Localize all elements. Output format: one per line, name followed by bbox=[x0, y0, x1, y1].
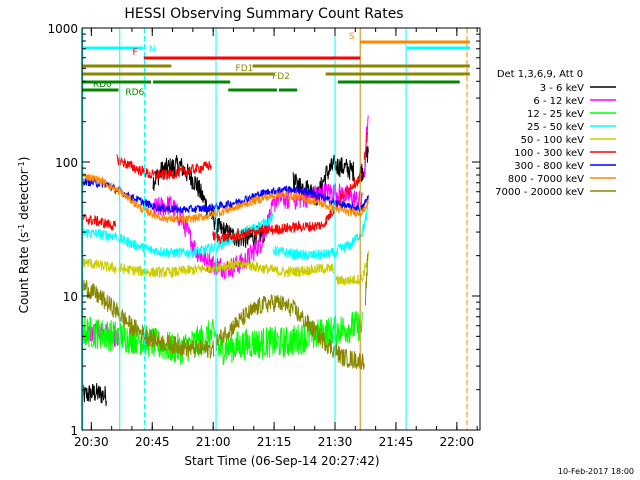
x-tick-label: 20:45 bbox=[135, 435, 170, 449]
x-axis-label: Start Time (06-Sep-14 20:27:42) bbox=[184, 454, 379, 468]
state-bar-label: F bbox=[133, 48, 138, 58]
state-bar-label: FD1 bbox=[236, 64, 254, 74]
series-line bbox=[118, 262, 216, 278]
series-line bbox=[81, 257, 117, 275]
series-line bbox=[81, 227, 117, 242]
legend-entry-label: 300 - 800 keV bbox=[514, 161, 584, 172]
series-50-100-kev bbox=[81, 250, 369, 286]
series-line bbox=[217, 328, 264, 366]
y-axis-label-part: ) bbox=[17, 157, 31, 162]
series-7000-20000-kev bbox=[81, 253, 369, 370]
y-tick-label: 10 bbox=[63, 290, 78, 304]
legend-entry-label: 12 - 25 keV bbox=[527, 109, 584, 120]
legend: Det 1,3,6,9, Att 0 3 - 6 keV 6 - 12 keV 12 … bbox=[495, 69, 616, 198]
legend-entry-label: 800 - 7000 keV bbox=[508, 174, 584, 185]
series-line bbox=[365, 253, 369, 306]
legend-title: Det 1,3,6,9, Att 0 bbox=[497, 69, 583, 80]
x-tick-label: 21:15 bbox=[257, 435, 292, 449]
series-line bbox=[212, 220, 323, 244]
series-line bbox=[81, 172, 369, 224]
series-line bbox=[81, 213, 117, 231]
series-line bbox=[81, 316, 120, 352]
y-axis-label-part: detector bbox=[17, 169, 31, 224]
legend-entry-label: 7000 - 20000 keV bbox=[495, 187, 584, 198]
legend-entry-label: 25 - 50 keV bbox=[527, 122, 584, 133]
x-tick-label: 21:45 bbox=[379, 435, 414, 449]
state-bar-label: RD0 bbox=[93, 80, 112, 90]
x-tick-label: 21:30 bbox=[318, 435, 353, 449]
series-line bbox=[215, 259, 335, 278]
y-axis-label: Count Rate (s-1 detector-1) bbox=[17, 157, 32, 314]
legend-entry-label: 6 - 12 keV bbox=[533, 96, 584, 107]
state-bar-label: FD2 bbox=[272, 72, 290, 82]
series-line bbox=[272, 245, 339, 261]
state-bar-label: S bbox=[349, 32, 355, 42]
plot-frame bbox=[81, 27, 481, 431]
legend-entry-label: 3 - 6 keV bbox=[540, 83, 584, 94]
series-line bbox=[363, 115, 369, 178]
x-tick-label: 21:00 bbox=[196, 435, 231, 449]
series-3-6-kev bbox=[81, 146, 369, 406]
series-line bbox=[337, 207, 369, 253]
y-axis-label-part: -1 bbox=[17, 224, 26, 232]
y-tick-label: 1 bbox=[70, 424, 78, 438]
series-line bbox=[321, 172, 363, 228]
y-tick-label: 1000 bbox=[47, 22, 78, 36]
series-100-300-kev bbox=[81, 132, 368, 244]
state-bar-label: N bbox=[149, 45, 156, 55]
series-800-7000-kev bbox=[81, 172, 369, 224]
chart-title: HESSI Observing Summary Count Rates bbox=[124, 6, 403, 22]
plot-area: N S F FD1 FD2 RD0 RD6 1 10 100 1000 20:30 20:45 21:00… bbox=[47, 22, 481, 449]
x-tick-label: 22:00 bbox=[440, 435, 475, 449]
series-line bbox=[116, 154, 212, 180]
series-line bbox=[363, 132, 368, 160]
y-axis-label-part: -1 bbox=[17, 161, 26, 169]
x-tick-label: 20:30 bbox=[74, 435, 109, 449]
series-line bbox=[215, 294, 365, 370]
footer-stamp: 10-Feb-2017 18:00 bbox=[558, 467, 634, 476]
series-line bbox=[81, 383, 107, 406]
legend-entry-label: 50 - 100 keV bbox=[521, 135, 585, 146]
series-line bbox=[215, 212, 274, 253]
state-bar-label: RD6 bbox=[125, 88, 144, 98]
legend-entry-label: 100 - 300 keV bbox=[514, 148, 584, 159]
series-25-50-kev bbox=[81, 207, 369, 261]
series-line bbox=[118, 233, 216, 260]
y-tick-label: 100 bbox=[55, 156, 78, 170]
series-line bbox=[335, 250, 369, 286]
y-axis-label-part: Count Rate (s bbox=[17, 232, 31, 314]
series-line bbox=[81, 279, 215, 359]
